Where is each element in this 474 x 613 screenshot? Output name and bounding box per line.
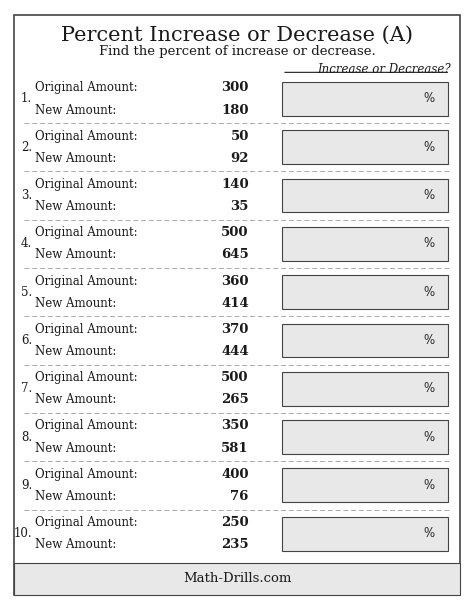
Text: New Amount:: New Amount: — [35, 152, 116, 165]
Text: 360: 360 — [221, 275, 249, 287]
FancyBboxPatch shape — [282, 131, 448, 164]
Text: Original Amount:: Original Amount: — [35, 516, 137, 529]
FancyBboxPatch shape — [282, 227, 448, 261]
FancyBboxPatch shape — [282, 517, 448, 550]
Text: 300: 300 — [221, 82, 249, 94]
Text: %: % — [423, 141, 435, 154]
Text: 180: 180 — [221, 104, 249, 116]
Text: %: % — [423, 479, 435, 492]
Text: 7.: 7. — [21, 383, 32, 395]
Text: Original Amount:: Original Amount: — [35, 275, 137, 287]
Text: New Amount:: New Amount: — [35, 345, 116, 358]
Text: New Amount:: New Amount: — [35, 490, 116, 503]
Text: 6.: 6. — [21, 334, 32, 347]
FancyBboxPatch shape — [282, 82, 448, 116]
Text: %: % — [423, 286, 435, 299]
Text: Original Amount:: Original Amount: — [35, 371, 137, 384]
Text: Increase or Decrease?: Increase or Decrease? — [317, 63, 450, 76]
Text: 414: 414 — [221, 297, 249, 310]
Text: 250: 250 — [221, 516, 249, 529]
Text: 265: 265 — [221, 394, 249, 406]
FancyBboxPatch shape — [282, 420, 448, 454]
Text: New Amount:: New Amount: — [35, 442, 116, 455]
Text: 350: 350 — [221, 419, 249, 432]
Text: 4.: 4. — [21, 237, 32, 250]
Text: %: % — [423, 430, 435, 444]
Text: New Amount:: New Amount: — [35, 538, 116, 551]
Text: New Amount:: New Amount: — [35, 200, 116, 213]
Text: Percent Increase or Decrease (A): Percent Increase or Decrease (A) — [61, 26, 413, 45]
Text: New Amount:: New Amount: — [35, 248, 116, 262]
Text: 3.: 3. — [21, 189, 32, 202]
Text: Original Amount:: Original Amount: — [35, 82, 137, 94]
Text: 400: 400 — [221, 468, 249, 481]
FancyBboxPatch shape — [282, 324, 448, 357]
FancyBboxPatch shape — [282, 372, 448, 406]
Text: New Amount:: New Amount: — [35, 394, 116, 406]
Text: Find the percent of increase or decrease.: Find the percent of increase or decrease… — [99, 45, 375, 58]
Text: 2.: 2. — [21, 141, 32, 154]
Text: Original Amount:: Original Amount: — [35, 129, 137, 143]
Text: %: % — [423, 237, 435, 250]
Text: %: % — [423, 383, 435, 395]
Text: New Amount:: New Amount: — [35, 297, 116, 310]
Text: %: % — [423, 334, 435, 347]
Text: Original Amount:: Original Amount: — [35, 419, 137, 432]
Text: New Amount:: New Amount: — [35, 104, 116, 116]
Text: Original Amount:: Original Amount: — [35, 323, 137, 336]
Text: 235: 235 — [221, 538, 249, 551]
FancyBboxPatch shape — [282, 275, 448, 309]
Text: 370: 370 — [221, 323, 249, 336]
Text: 9.: 9. — [21, 479, 32, 492]
Text: 92: 92 — [230, 152, 249, 165]
FancyBboxPatch shape — [14, 563, 460, 595]
Text: 444: 444 — [221, 345, 249, 358]
FancyBboxPatch shape — [282, 178, 448, 213]
Text: 76: 76 — [230, 490, 249, 503]
Text: 581: 581 — [221, 442, 249, 455]
Text: 500: 500 — [221, 371, 249, 384]
Text: %: % — [423, 527, 435, 540]
Text: Original Amount:: Original Amount: — [35, 468, 137, 481]
Text: %: % — [423, 189, 435, 202]
Text: 500: 500 — [221, 226, 249, 239]
Text: Original Amount:: Original Amount: — [35, 226, 137, 239]
Text: 645: 645 — [221, 248, 249, 262]
Text: 5.: 5. — [21, 286, 32, 299]
FancyBboxPatch shape — [282, 468, 448, 502]
Text: Original Amount:: Original Amount: — [35, 178, 137, 191]
Text: %: % — [423, 93, 435, 105]
Text: 8.: 8. — [21, 430, 32, 444]
Text: 35: 35 — [230, 200, 249, 213]
Text: 1.: 1. — [21, 93, 32, 105]
Text: Math-Drills.com: Math-Drills.com — [183, 572, 291, 585]
Text: 50: 50 — [230, 129, 249, 143]
FancyBboxPatch shape — [14, 15, 460, 595]
Text: 140: 140 — [221, 178, 249, 191]
Text: 10.: 10. — [14, 527, 32, 540]
